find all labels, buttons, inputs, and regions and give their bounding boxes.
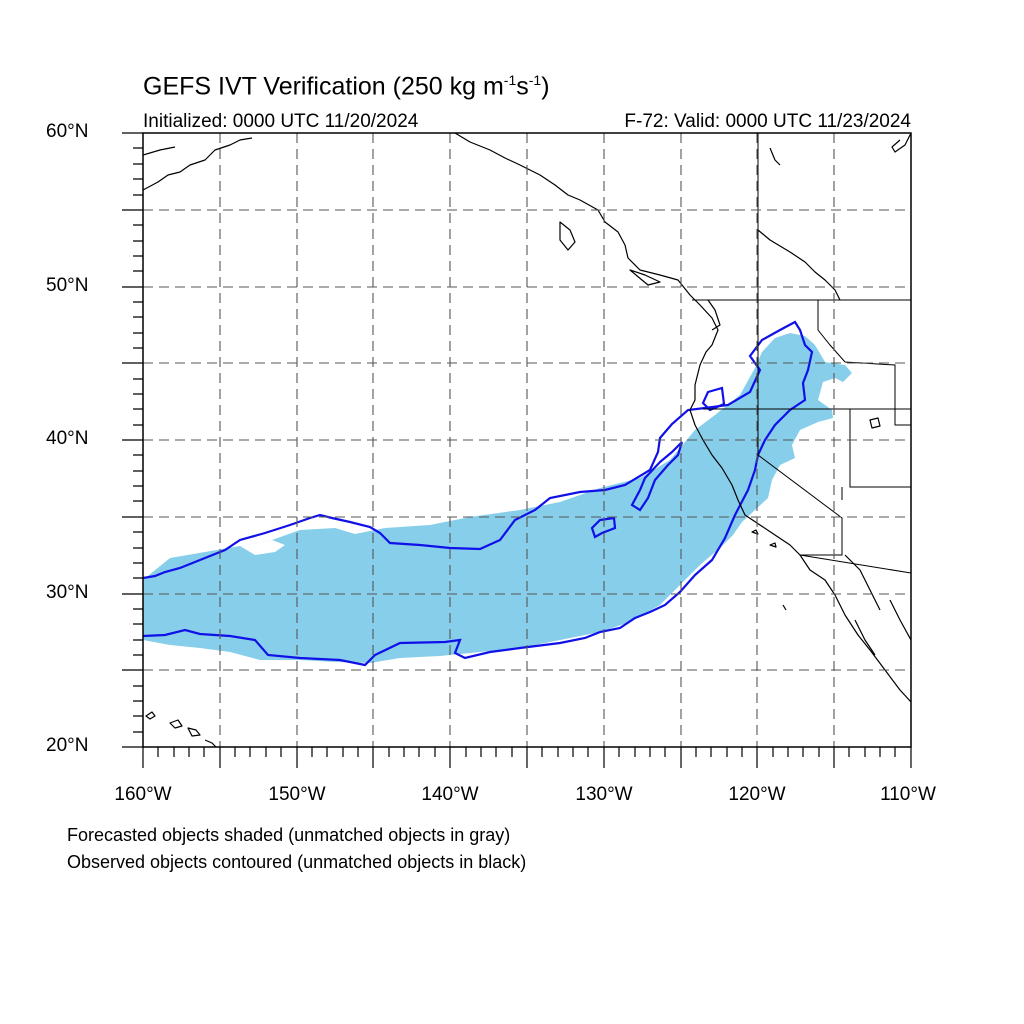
axis-ticks	[122, 132, 912, 768]
observed-legend-note: Observed objects contoured (unmatched ob…	[67, 852, 527, 872]
chart-title: GEFS IVT Verification (250 kg m-1s-1)	[143, 72, 550, 101]
observed-ivt-contour-island-3	[590, 516, 617, 539]
lat-label-60n: 60°N	[46, 121, 89, 142]
lat-label-40n: 40°N	[46, 428, 89, 449]
lon-label-140w: 140°W	[421, 784, 479, 805]
lon-label-120w: 120°W	[728, 784, 786, 805]
forecast-gap	[240, 540, 285, 555]
lon-label-130w: 130°W	[575, 784, 633, 805]
observed-ivt-contour-island-1	[701, 386, 726, 412]
observed-ivt-contour	[143, 320, 814, 667]
forecast-legend-note: Forecasted objects shaded (unmatched obj…	[67, 825, 511, 845]
initialized-time: Initialized: 0000 UTC 11/20/2024	[143, 111, 419, 132]
forecast-ivt-object	[143, 333, 852, 663]
lat-label-50n: 50°N	[46, 275, 89, 296]
lon-label-160w: 160°W	[114, 784, 172, 805]
lat-label-30n: 30°N	[46, 582, 89, 603]
coastlines	[143, 133, 911, 747]
valid-time: F-72: Valid: 0000 UTC 11/23/2024	[624, 111, 911, 132]
political-borders	[692, 133, 911, 574]
observed-ivt-contour-island-2	[630, 441, 684, 512]
lat-label-20n: 20°N	[46, 735, 89, 756]
lon-label-110w: 110°W	[880, 784, 936, 805]
gridlines	[143, 133, 911, 747]
lon-label-150w: 150°W	[268, 784, 326, 805]
